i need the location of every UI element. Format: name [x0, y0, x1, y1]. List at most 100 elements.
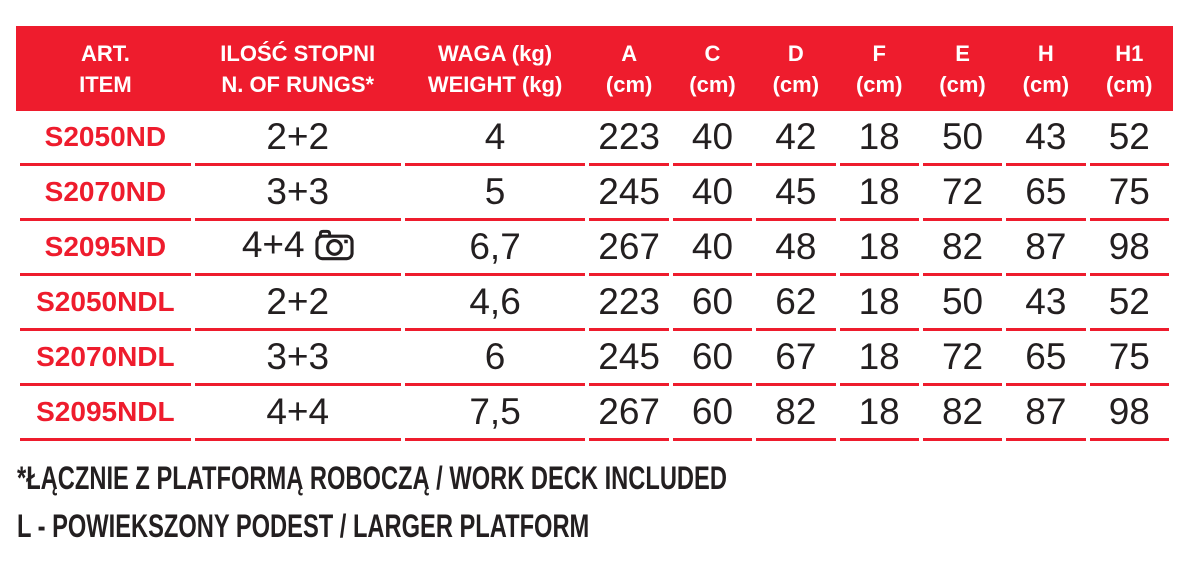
cell-a: 223: [589, 276, 669, 331]
cell-rungs: 4+4: [194, 221, 401, 276]
camera-icon: [314, 228, 354, 270]
header-line1: A: [621, 40, 638, 66]
cell-h1: 98: [1089, 221, 1169, 276]
spec-table-container: ART. ITEM ILOŚĆ STOPNI N. OF RUNGS* WAGA…: [16, 26, 1173, 441]
header-line2: (cm): [605, 71, 653, 97]
header-line1: F: [872, 40, 886, 66]
header-line2: N. OF RUNGS*: [221, 71, 375, 97]
cell-rungs: 2+2: [194, 276, 401, 331]
cell-weight: 4: [404, 111, 586, 166]
cell-item: S2070ND: [20, 166, 191, 221]
header-line1: E: [955, 40, 970, 66]
cell-c: 60: [672, 386, 753, 441]
col-header-rungs: ILOŚĆ STOPNI N. OF RUNGS*: [195, 26, 401, 111]
cell-rungs: 3+3: [194, 331, 401, 386]
cell-d: 62: [756, 276, 836, 331]
col-header-h1: H1 (cm): [1090, 26, 1169, 111]
header-line1: ART.: [80, 40, 130, 66]
cell-rungs: 3+3: [194, 166, 401, 221]
cell-h1: 75: [1089, 166, 1169, 221]
cell-c: 60: [672, 276, 753, 331]
table-row: S2095NDL 4+4 7,5 267 60 82 18 82 87 98: [20, 386, 1169, 441]
footnotes: *ŁĄCZNIE Z PLATFORMĄ ROBOCZĄ / WORK DECK…: [17, 454, 1191, 550]
cell-weight: 7,5: [404, 386, 586, 441]
cell-f: 18: [839, 386, 919, 441]
table-row: S2070NDL 3+3 6 245 60 67 18 72 65 75: [20, 331, 1169, 386]
cell-h: 65: [1006, 166, 1086, 221]
table-row: S2050NDL 2+2 4,6 223 60 62 18 50 43 52: [20, 276, 1169, 331]
cell-d: 45: [756, 166, 836, 221]
cell-weight: 4,6: [404, 276, 586, 331]
cell-h: 43: [1006, 111, 1086, 166]
rungs-value: 3+3: [266, 336, 330, 377]
header-line2: (cm): [855, 71, 903, 97]
cell-e: 82: [922, 221, 1003, 276]
header-line2: (cm): [772, 71, 820, 97]
header-band: [16, 26, 1173, 111]
col-header-d: D (cm): [756, 26, 835, 111]
col-header-weight: WAGA (kg) WEIGHT (kg): [405, 26, 586, 111]
cell-a: 267: [589, 386, 669, 441]
cell-weight: 5: [404, 166, 586, 221]
col-header-item: ART. ITEM: [20, 26, 191, 111]
cell-d: 42: [756, 111, 836, 166]
header-line2: (cm): [939, 71, 986, 97]
cell-h1: 52: [1089, 111, 1169, 166]
cell-f: 18: [839, 111, 919, 166]
header-line2: (cm): [1022, 71, 1070, 97]
footnote-work-deck: *ŁĄCZNIE Z PLATFORMĄ ROBOCZĄ / WORK DECK…: [17, 460, 727, 496]
cell-weight: 6,7: [404, 221, 586, 276]
rungs-value: 2+2: [266, 281, 330, 322]
cell-h1: 98: [1089, 386, 1169, 441]
col-header-h: H (cm): [1006, 26, 1085, 111]
col-header-a: A (cm): [589, 26, 668, 111]
cell-item: S2095NDL: [20, 386, 191, 441]
table-row: S2070ND 3+3 5 245 40 45 18 72 65 75: [20, 166, 1169, 221]
rungs-value: 2+2: [266, 116, 330, 157]
cell-e: 72: [922, 166, 1003, 221]
cell-c: 40: [672, 221, 753, 276]
cell-f: 18: [839, 166, 919, 221]
rungs-value: 4+4: [266, 391, 330, 432]
header-line2: WEIGHT (kg): [427, 71, 563, 97]
table-row: S2050ND 2+2 4 223 40 42 18 50 43 52: [20, 111, 1169, 166]
header-line1: C: [704, 40, 721, 66]
cell-h: 43: [1006, 276, 1086, 331]
header-line1: ILOŚĆ STOPNI: [220, 40, 376, 66]
header-line1: D: [787, 40, 804, 66]
footnote-larger-platform: L - POWIEKSZONY PODEST / LARGER PLATFORM: [17, 508, 590, 544]
cell-rungs: 4+4: [194, 386, 401, 441]
cell-f: 18: [839, 276, 919, 331]
cell-h: 65: [1006, 331, 1086, 386]
cell-f: 18: [839, 331, 919, 386]
cell-item: S2070NDL: [20, 331, 191, 386]
col-header-e: E (cm): [923, 26, 1002, 111]
cell-h: 87: [1006, 386, 1086, 441]
cell-weight: 6: [404, 331, 586, 386]
header-line1: WAGA (kg): [438, 40, 553, 66]
cell-rungs: 2+2: [194, 111, 401, 166]
cell-a: 223: [589, 111, 669, 166]
cell-c: 60: [672, 331, 753, 386]
header-line2: (cm): [1106, 71, 1153, 97]
col-header-f: F (cm): [840, 26, 919, 111]
col-header-c: C (cm): [673, 26, 752, 111]
header-line1: H1: [1115, 40, 1144, 66]
cell-a: 267: [589, 221, 669, 276]
header-line1: H: [1037, 40, 1054, 66]
header-line2: ITEM: [79, 71, 132, 97]
cell-d: 82: [756, 386, 836, 441]
cell-h1: 52: [1089, 276, 1169, 331]
header-row: ART. ITEM ILOŚĆ STOPNI N. OF RUNGS* WAGA…: [20, 26, 1169, 111]
rungs-value: 3+3: [266, 171, 330, 212]
cell-f: 18: [839, 221, 919, 276]
table-row: S2095ND 4+4 6,7 267 40 48 18 82 87 98: [20, 221, 1169, 276]
cell-e: 50: [922, 276, 1003, 331]
cell-e: 72: [922, 331, 1003, 386]
header-line2: (cm): [689, 71, 736, 97]
cell-e: 82: [922, 386, 1003, 441]
cell-c: 40: [672, 111, 753, 166]
cell-e: 50: [922, 111, 1003, 166]
cell-a: 245: [589, 166, 669, 221]
cell-d: 48: [756, 221, 836, 276]
